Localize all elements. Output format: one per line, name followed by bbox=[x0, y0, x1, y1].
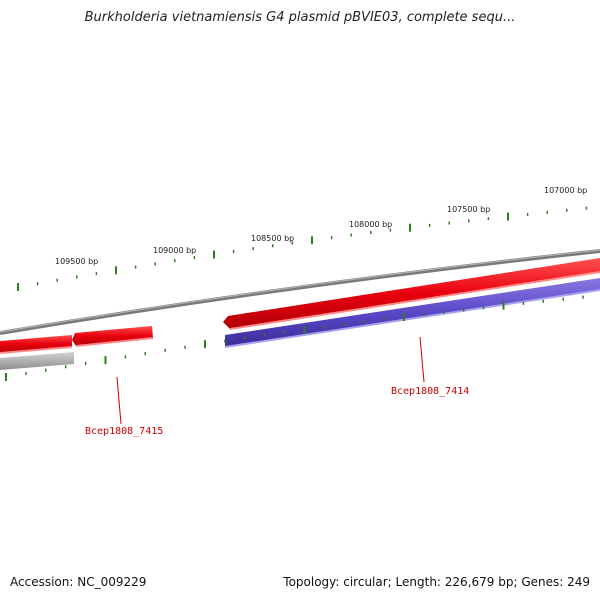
scale-label-109000: 109000 bp bbox=[153, 246, 196, 255]
topology-summary: Topology: circular; Length: 226,679 bp; … bbox=[283, 575, 590, 589]
gene-label-bcep1808-7415[interactable]: Bcep1808_7415 bbox=[85, 426, 163, 437]
leader-line-bcep1808-7415 bbox=[116, 376, 122, 425]
backbone-ring bbox=[0, 249, 600, 335]
gene-arrow-left-fragment[interactable] bbox=[0, 335, 73, 354]
scale-label-109500: 109500 bp bbox=[55, 257, 98, 266]
gene-arrow-bcep1808-7414[interactable] bbox=[223, 258, 600, 330]
accession-text: Accession: NC_009229 bbox=[10, 575, 147, 589]
scale-label-107500: 107500 bp bbox=[447, 205, 490, 214]
gene-label-bcep1808-7414[interactable]: Bcep1808_7414 bbox=[391, 386, 469, 397]
backbone-ring-highlight bbox=[0, 249, 600, 333]
gene-arrow-reverse-strand[interactable] bbox=[224, 278, 600, 348]
scale-label-107000: 107000 bp bbox=[544, 186, 587, 195]
scale-label-108500: 108500 bp bbox=[251, 234, 294, 243]
gene-arrow-bcep1808-7415[interactable] bbox=[72, 326, 154, 347]
map-title: Burkholderia vietnamiensis G4 plasmid pB… bbox=[84, 10, 516, 25]
scale-label-108000: 108000 bp bbox=[349, 220, 392, 229]
scale-ticks-lower bbox=[5, 295, 584, 381]
scale-ticks-upper bbox=[17, 206, 588, 291]
gene-arrow-grey[interactable] bbox=[0, 352, 74, 370]
leader-line-bcep1808-7414 bbox=[419, 336, 425, 383]
